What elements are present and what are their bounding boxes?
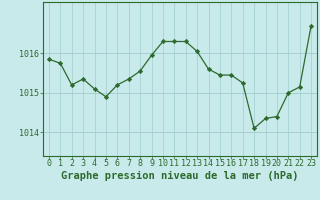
X-axis label: Graphe pression niveau de la mer (hPa): Graphe pression niveau de la mer (hPa) — [61, 171, 299, 181]
